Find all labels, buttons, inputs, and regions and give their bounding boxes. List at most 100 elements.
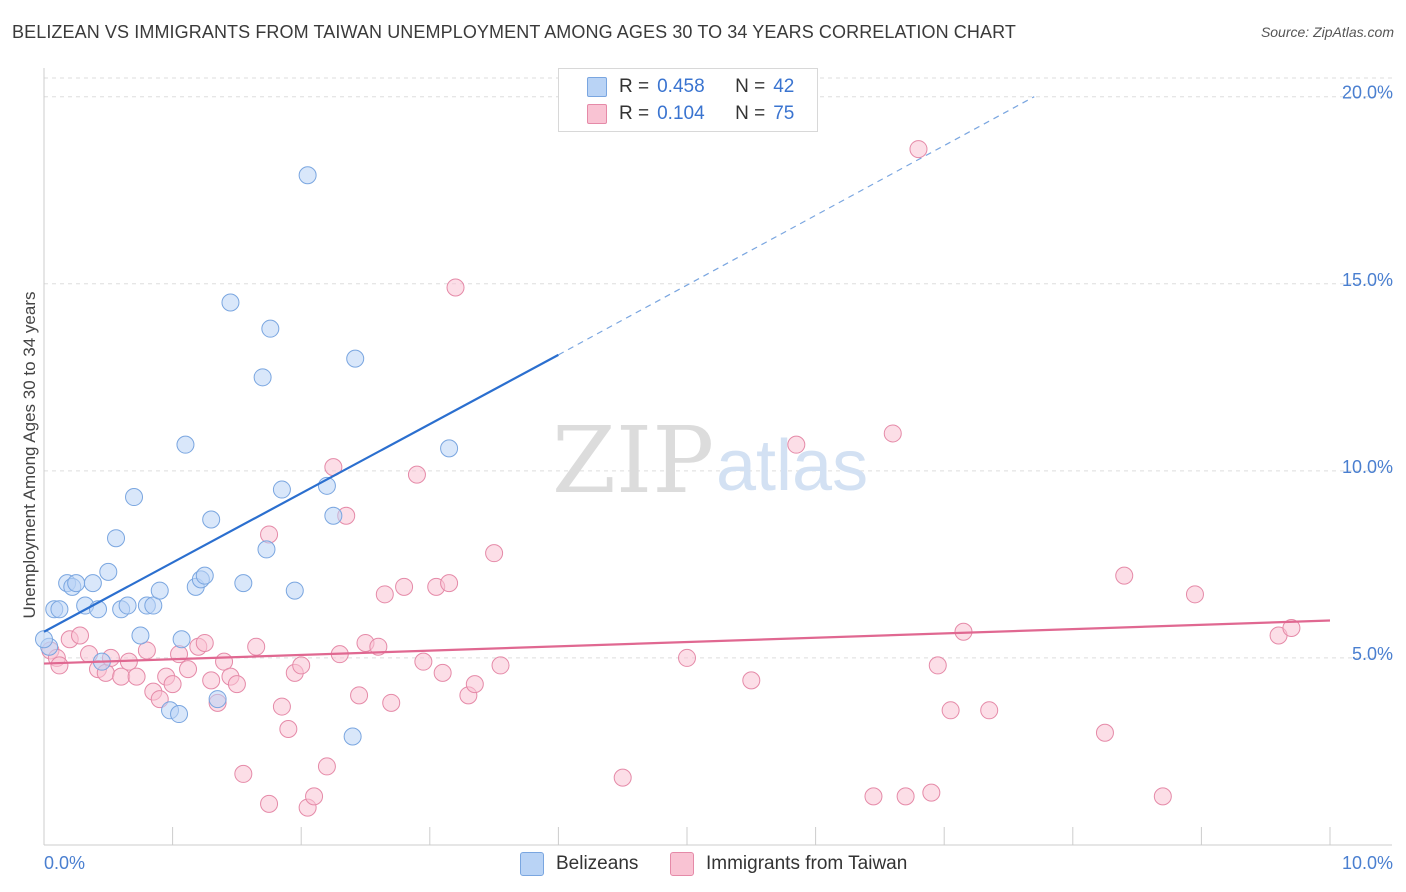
- axes: [43, 68, 1392, 846]
- data-point-taiwan: [440, 574, 459, 593]
- legend-item-taiwan[interactable]: Immigrants from Taiwan: [670, 852, 907, 876]
- trend-lines: [43, 96, 1331, 665]
- data-point-taiwan: [896, 787, 915, 806]
- series-taiwan-points: [41, 140, 1301, 817]
- data-point-taiwan: [909, 140, 928, 159]
- data-point-taiwan: [1282, 618, 1301, 637]
- data-point-taiwan: [928, 656, 947, 675]
- data-point-taiwan: [613, 768, 632, 787]
- data-point-belizeans: [172, 630, 191, 649]
- data-point-belizeans: [253, 368, 272, 387]
- data-point-taiwan: [414, 652, 433, 671]
- legend-item-belizeans[interactable]: Belizeans: [520, 852, 638, 876]
- data-point-belizeans: [125, 488, 144, 507]
- watermark: ZIP atlas: [552, 407, 868, 514]
- data-point-belizeans: [324, 506, 343, 525]
- x-tick-label-right: 10.0%: [1342, 853, 1393, 873]
- data-point-taiwan: [260, 794, 279, 813]
- data-point-taiwan: [260, 525, 279, 544]
- data-point-taiwan: [787, 435, 806, 454]
- data-point-taiwan: [137, 641, 156, 660]
- data-point-taiwan: [395, 577, 414, 596]
- data-point-taiwan: [980, 701, 999, 720]
- data-point-taiwan: [375, 585, 394, 604]
- data-point-taiwan: [247, 637, 266, 656]
- legend-n-value: 42: [773, 76, 795, 97]
- data-point-taiwan: [350, 686, 369, 705]
- data-point-belizeans: [35, 630, 53, 649]
- source-label: Source: ZipAtlas.com: [1260, 24, 1394, 40]
- tick-labels: 5.0% 10.0% 15.0% 20.0% 0.0% 10.0%: [44, 83, 1393, 873]
- data-point-belizeans: [343, 727, 362, 746]
- series-belizeans-points: [35, 166, 459, 746]
- correlation-legend: R = 0.458 N = 42 R = 0.104 N = 75: [558, 68, 818, 132]
- data-point-belizeans: [195, 566, 214, 585]
- legend-r-value: 0.458: [657, 76, 705, 97]
- data-point-taiwan: [179, 660, 198, 679]
- y-tick-label: 5.0%: [1352, 644, 1393, 664]
- data-point-belizeans: [118, 596, 137, 615]
- data-point-taiwan: [127, 667, 146, 686]
- data-point-belizeans: [107, 529, 126, 548]
- data-point-belizeans: [257, 540, 276, 559]
- data-point-taiwan: [50, 656, 69, 675]
- data-point-belizeans: [440, 439, 459, 458]
- data-point-belizeans: [144, 596, 163, 615]
- legend-r-label: R =: [619, 103, 650, 124]
- series-legend: Belizeans Immigrants from Taiwan: [0, 852, 1406, 876]
- data-point-taiwan: [922, 783, 941, 802]
- data-point-belizeans: [285, 581, 304, 600]
- data-point-belizeans: [150, 581, 169, 600]
- data-point-belizeans: [170, 705, 189, 724]
- legend-swatch-pink: [670, 852, 694, 876]
- x-tick-label-left: 0.0%: [44, 853, 85, 873]
- legend-row-taiwan: R = 0.104 N = 75: [587, 102, 794, 126]
- data-point-taiwan: [465, 675, 484, 694]
- data-point-taiwan: [150, 690, 169, 709]
- legend-label-taiwan: Immigrants from Taiwan: [706, 853, 908, 874]
- trend-line-taiwan: [43, 619, 1331, 665]
- data-point-belizeans: [221, 293, 240, 312]
- data-point-taiwan: [305, 787, 324, 806]
- legend-swatch-pink: [587, 104, 607, 124]
- y-tick-label: 15.0%: [1342, 270, 1393, 290]
- data-point-taiwan: [292, 656, 311, 675]
- data-point-taiwan: [234, 764, 253, 783]
- data-point-taiwan: [163, 675, 182, 694]
- data-point-belizeans: [99, 562, 118, 581]
- data-point-belizeans: [202, 510, 221, 529]
- data-point-belizeans: [131, 626, 150, 645]
- data-point-taiwan: [941, 701, 960, 720]
- watermark-zip: ZIP: [552, 407, 714, 514]
- legend-swatch-blue: [520, 852, 544, 876]
- data-point-taiwan: [1115, 566, 1134, 585]
- data-point-belizeans: [234, 574, 253, 593]
- data-point-taiwan: [485, 544, 504, 563]
- data-point-taiwan: [382, 693, 401, 712]
- legend-r-label: R =: [619, 76, 650, 97]
- data-point-taiwan: [1185, 585, 1204, 604]
- data-point-belizeans: [272, 480, 291, 499]
- legend-r-value: 0.104: [657, 103, 705, 124]
- legend-n-value: 75: [773, 103, 795, 124]
- data-point-belizeans: [67, 574, 86, 593]
- data-point-belizeans: [50, 600, 69, 619]
- data-point-taiwan: [112, 667, 131, 686]
- data-point-belizeans: [346, 349, 365, 368]
- data-point-taiwan: [742, 671, 761, 690]
- data-point-taiwan: [279, 720, 298, 739]
- legend-n-label: N =: [735, 76, 766, 97]
- gridlines: [44, 77, 1392, 659]
- legend-row-belizeans: R = 0.458 N = 42: [587, 75, 794, 99]
- data-point-belizeans: [261, 319, 280, 338]
- data-point-taiwan: [678, 648, 696, 667]
- y-tick-label: 20.0%: [1342, 83, 1393, 103]
- data-point-taiwan: [195, 633, 214, 652]
- chart-title: BELIZEAN VS IMMIGRANTS FROM TAIWAN UNEMP…: [12, 22, 1016, 42]
- legend-label-belizeans: Belizeans: [556, 853, 639, 874]
- data-point-taiwan: [446, 278, 465, 297]
- data-point-taiwan: [71, 626, 90, 645]
- legend-swatch-blue: [587, 77, 607, 97]
- data-point-taiwan: [317, 757, 336, 776]
